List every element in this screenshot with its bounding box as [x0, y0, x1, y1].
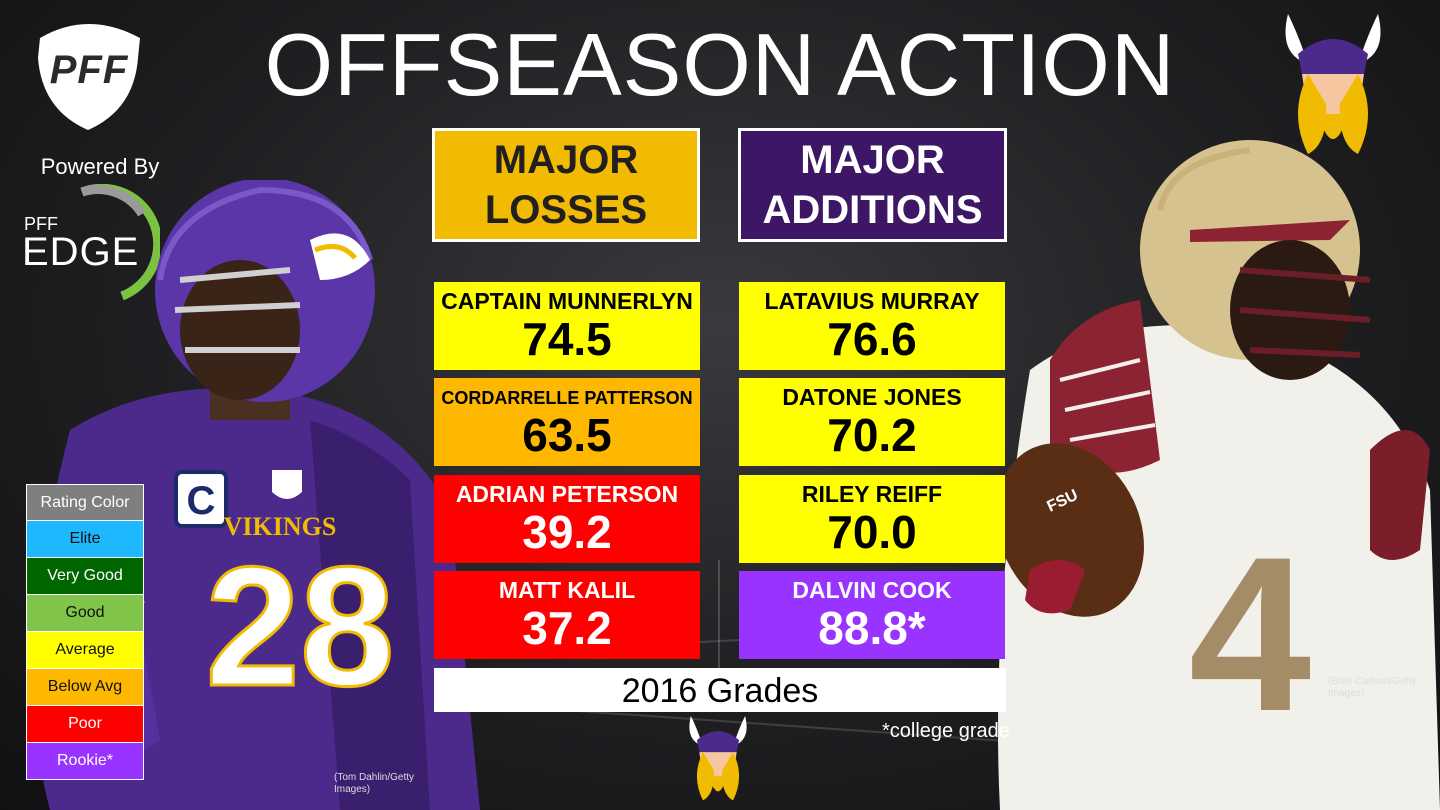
captain-patch: C: [187, 479, 216, 523]
player-grade: 76.6: [827, 313, 917, 365]
photo-credit-right: (Brett Carlsen/Getty Images): [1328, 676, 1416, 700]
grades-year-label: 2016 Grades: [434, 668, 1006, 712]
player-name: DATONE JONES: [782, 384, 962, 410]
player-grade: 74.5: [522, 313, 612, 365]
pff-logo: [38, 24, 140, 130]
loss-card: MATT KALIL 37.2: [434, 571, 700, 659]
major-additions-label: MAJOR ADDITIONS: [762, 138, 983, 232]
field-line: [718, 560, 720, 670]
edge-ring-icon: [80, 184, 160, 301]
rating-color-legend: Rating Color Elite Very Good Good Average Bel…: [26, 484, 144, 780]
loss-card: CAPTAIN MUNNERLYN 74.5: [434, 282, 700, 370]
powered-by-label: Powered By: [40, 154, 160, 179]
left-jersey-number: 28: [205, 532, 394, 722]
addition-card: LATAVIUS MURRAY 76.6: [739, 282, 1005, 370]
photo-credit-left-line2: Images): [334, 784, 371, 795]
college-grade-footnote: *college grade: [882, 720, 1010, 742]
legend-item: Below Avg: [26, 669, 144, 706]
addition-card: DATONE JONES 70.2: [739, 378, 1005, 466]
player-grade: 37.2: [522, 602, 612, 654]
player-name: CORDARRELLE PATTERSON: [441, 388, 693, 408]
pff-edge-small-label: PFF: [24, 214, 58, 234]
loss-card: ADRIAN PETERSON 39.2: [434, 475, 700, 563]
major-losses-label: MAJOR LOSSES: [484, 138, 648, 232]
player-name: RILEY REIFF: [801, 481, 943, 507]
legend-item: Rookie*: [26, 743, 144, 780]
page-title: OFFSEASON ACTION: [264, 15, 1176, 114]
legend-item: Elite: [26, 521, 144, 558]
player-grade: 88.8*: [818, 602, 926, 654]
player-grade: 39.2: [522, 506, 612, 558]
right-player-image: 4 FSU: [996, 140, 1440, 810]
vikings-logo-small-icon: [689, 716, 747, 801]
player-grade: 70.0: [827, 506, 917, 558]
player-grade: 70.2: [827, 409, 917, 461]
legend-item: Rating Color: [26, 484, 144, 521]
addition-card: RILEY REIFF 70.0: [739, 475, 1005, 563]
player-name: LATAVIUS MURRAY: [764, 288, 980, 314]
legend-item: Average: [26, 632, 144, 669]
photo-credit-right-line1: (Brett Carlsen/Getty: [1328, 676, 1417, 687]
photo-credit-right-line2: Images): [1328, 688, 1365, 699]
player-name: ADRIAN PETERSON: [455, 481, 679, 507]
player-name: DALVIN COOK: [792, 577, 952, 603]
photo-credit-left-line1: (Tom Dahlin/Getty: [334, 772, 415, 783]
legend-item: Very Good: [26, 558, 144, 595]
photo-credit-left: (Tom Dahlin/Getty Images): [334, 772, 414, 796]
right-jersey-number: 4: [1189, 511, 1311, 757]
player-name: MATT KALIL: [498, 577, 636, 603]
loss-card: CORDARRELLE PATTERSON 63.5: [434, 378, 700, 466]
vikings-jersey-text: VIKINGS: [224, 512, 337, 541]
major-additions-header: MAJOR ADDITIONS: [738, 128, 1007, 242]
left-player-image: C VIKINGS 28: [30, 180, 480, 810]
player-name: CAPTAIN MUNNERLYN: [441, 288, 693, 314]
player-grade: 63.5: [522, 409, 612, 461]
legend-item: Poor: [26, 706, 144, 743]
major-losses-header: MAJOR LOSSES: [432, 128, 700, 242]
vikings-logo-icon: [1285, 14, 1381, 154]
addition-card: DALVIN COOK 88.8*: [739, 571, 1005, 659]
legend-item: Good: [26, 595, 144, 632]
pff-logo-text: PFF: [49, 48, 129, 92]
pff-edge-label: EDGE: [22, 230, 140, 274]
